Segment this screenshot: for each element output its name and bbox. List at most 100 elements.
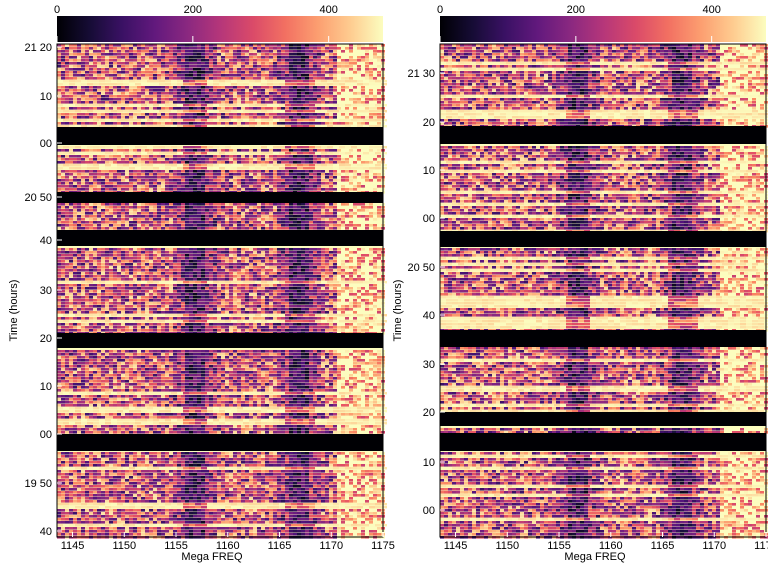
heatmap-cell bbox=[349, 89, 353, 92]
heatmap-cell bbox=[177, 218, 181, 221]
heatmap-cell bbox=[249, 53, 253, 56]
heatmap-cell bbox=[141, 173, 145, 176]
heatmap-cell bbox=[279, 104, 285, 107]
heatmap-cell bbox=[373, 182, 377, 185]
heatmap-cell bbox=[241, 116, 245, 119]
heatmap-cell bbox=[233, 74, 237, 77]
heatmap-cell bbox=[325, 95, 329, 98]
heatmap-cell bbox=[129, 89, 133, 92]
heatmap-cell bbox=[241, 65, 245, 68]
heatmap-cell bbox=[293, 59, 297, 62]
heatmap-cell bbox=[213, 251, 217, 254]
heatmap-cell bbox=[313, 107, 317, 110]
heatmap-cell bbox=[341, 257, 345, 260]
heatmap-cell bbox=[181, 89, 185, 92]
heatmap-cell bbox=[165, 206, 169, 209]
heatmap-cell bbox=[285, 50, 289, 53]
heatmap-cell bbox=[357, 86, 361, 89]
heatmap-cell bbox=[105, 176, 109, 179]
heatmap-cell bbox=[229, 50, 233, 53]
heatmap-cell bbox=[97, 44, 101, 47]
heatmap-cell bbox=[293, 161, 297, 164]
heatmap-cell bbox=[117, 149, 121, 152]
heatmap-cell bbox=[257, 221, 261, 224]
heatmap-cell bbox=[351, 167, 357, 170]
heatmap-cell bbox=[153, 170, 157, 173]
heatmap-cell bbox=[137, 179, 141, 182]
heatmap-cell bbox=[245, 53, 249, 56]
heatmap-cell bbox=[297, 113, 301, 116]
heatmap-cell bbox=[241, 218, 245, 221]
heatmap-cell bbox=[189, 176, 193, 179]
heatmap-cell bbox=[321, 80, 327, 83]
heatmap-cell bbox=[325, 257, 329, 260]
heatmap-cell bbox=[341, 278, 345, 281]
heatmap-cell bbox=[341, 107, 345, 110]
heatmap-cell bbox=[153, 203, 157, 206]
heatmap-cell bbox=[325, 224, 329, 227]
heatmap-cell bbox=[361, 263, 365, 266]
heatmap-cell bbox=[61, 50, 65, 53]
heatmap-cell bbox=[81, 281, 87, 284]
heatmap-cell bbox=[305, 185, 309, 188]
heatmap-cell bbox=[253, 92, 257, 95]
heatmap-cell bbox=[217, 89, 221, 92]
heatmap-cell bbox=[269, 77, 273, 80]
heatmap-cell bbox=[171, 80, 177, 83]
heatmap-cell bbox=[233, 149, 237, 152]
heatmap-cell bbox=[197, 56, 201, 59]
heatmap-cell bbox=[173, 95, 177, 98]
heatmap-cell bbox=[277, 176, 281, 179]
heatmap-cell bbox=[221, 215, 225, 218]
heatmap-cell bbox=[133, 77, 137, 80]
heatmap-cell bbox=[133, 44, 137, 47]
heatmap-cell bbox=[369, 122, 373, 125]
heatmap-cell bbox=[313, 56, 317, 59]
heatmap-cell bbox=[225, 107, 229, 110]
heatmap-cell bbox=[207, 80, 213, 83]
heatmap-cell bbox=[243, 83, 249, 86]
heatmap-cell bbox=[285, 167, 291, 170]
heatmap-cell bbox=[117, 86, 121, 89]
heatmap-cell bbox=[265, 155, 269, 158]
heatmap-cell bbox=[291, 119, 297, 122]
heatmap-cell bbox=[109, 122, 113, 125]
heatmap-cell bbox=[289, 122, 293, 125]
heatmap-cell bbox=[281, 98, 285, 101]
heatmap-cell bbox=[147, 110, 153, 113]
heatmap-cell bbox=[345, 275, 349, 278]
heatmap-cell bbox=[73, 47, 77, 50]
heatmap-cell bbox=[193, 215, 197, 218]
heatmap-cell bbox=[289, 182, 293, 185]
heatmap-cell bbox=[265, 269, 269, 272]
heatmap-cell bbox=[357, 74, 361, 77]
heatmap-cell bbox=[357, 149, 361, 152]
heatmap-cell bbox=[345, 278, 349, 281]
heatmap-cell bbox=[269, 179, 273, 182]
heatmap-cell bbox=[169, 50, 173, 53]
heatmap-cell bbox=[169, 275, 173, 278]
heatmap-cell bbox=[141, 146, 147, 149]
heatmap-cell bbox=[321, 275, 325, 278]
heatmap-cell bbox=[305, 44, 309, 47]
heatmap-cell bbox=[373, 203, 377, 206]
heatmap-cell bbox=[225, 272, 229, 275]
heatmap-cell bbox=[153, 98, 157, 101]
heatmap-cell bbox=[349, 218, 353, 221]
heatmap-cell bbox=[157, 182, 161, 185]
heatmap-cell bbox=[197, 203, 201, 206]
heatmap-cell bbox=[109, 272, 113, 275]
heatmap-cell bbox=[201, 254, 205, 257]
heatmap-cell bbox=[337, 212, 341, 215]
heatmap-cell bbox=[65, 266, 69, 269]
heatmap-cell bbox=[225, 167, 231, 170]
heatmap-cell bbox=[257, 224, 261, 227]
heatmap-cell bbox=[125, 122, 129, 125]
heatmap-cell bbox=[325, 182, 329, 185]
heatmap-cell bbox=[285, 161, 289, 164]
heatmap-cell bbox=[261, 185, 265, 188]
heatmap-cell bbox=[97, 185, 101, 188]
heatmap-cell bbox=[233, 221, 237, 224]
heatmap-cell bbox=[273, 179, 277, 182]
heatmap-cell bbox=[245, 50, 249, 53]
